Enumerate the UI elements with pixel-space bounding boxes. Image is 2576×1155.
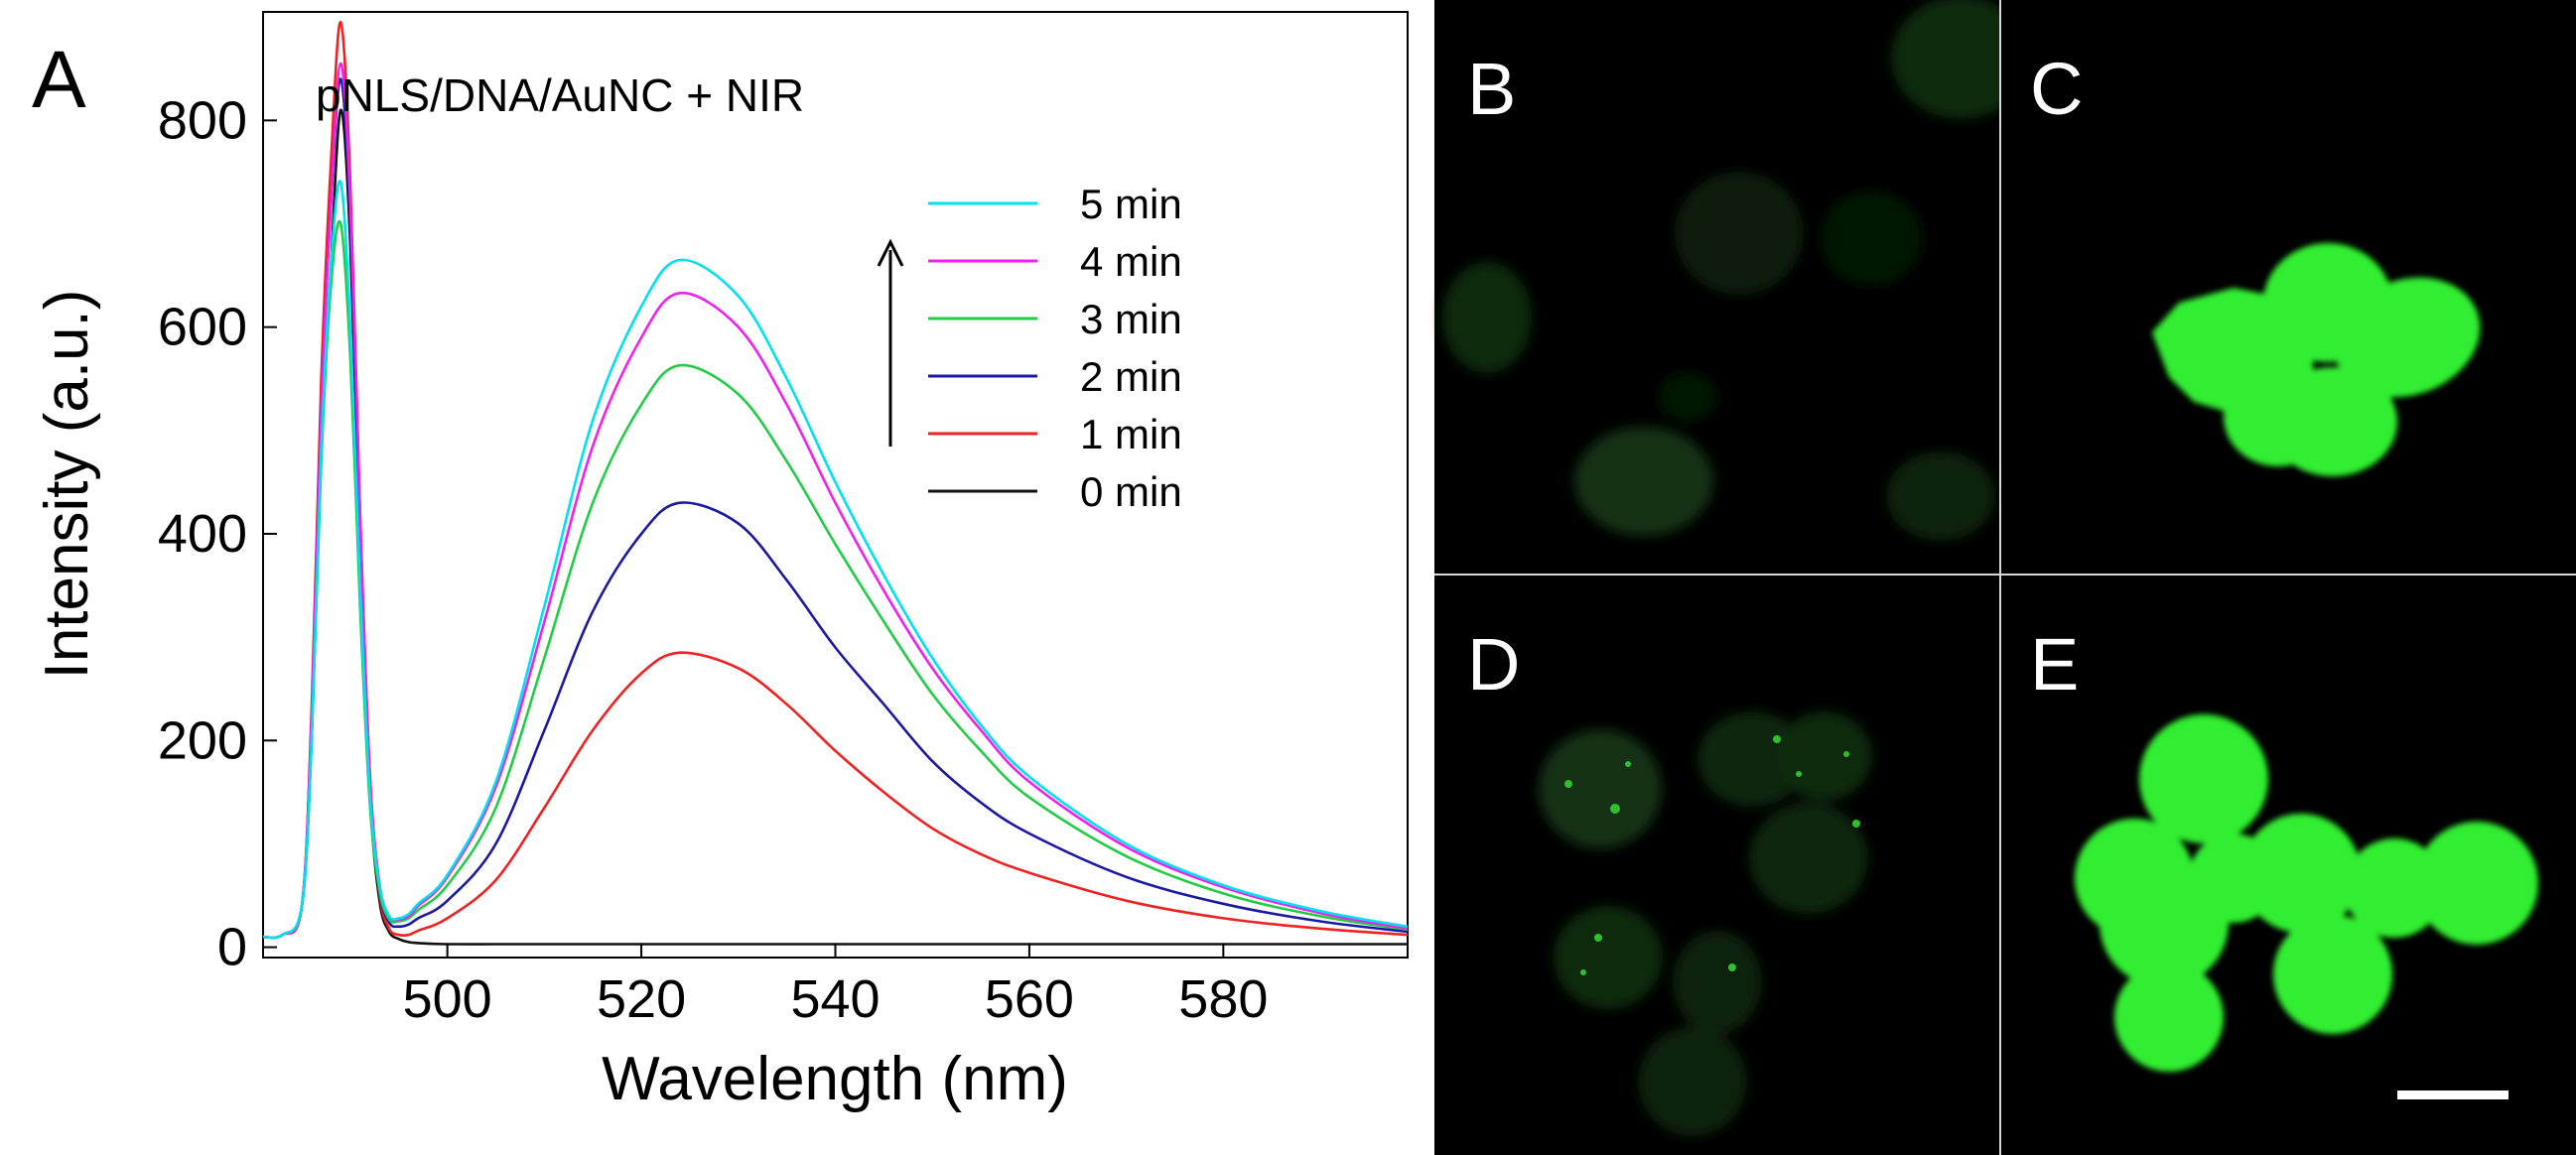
cell — [1673, 931, 1762, 1034]
cell — [2415, 822, 2538, 945]
cell — [1777, 711, 1872, 801]
cell-group-b — [1442, 0, 2030, 541]
y-axis: 0 200 400 600 800 — [158, 90, 277, 977]
micrograph-c: C — [2001, 0, 2576, 574]
cell — [2273, 915, 2392, 1034]
cell-group-d — [1539, 711, 1872, 1136]
y-tick-label: 800 — [158, 90, 247, 150]
micrograph-d: D — [1434, 576, 1999, 1155]
cell — [1658, 372, 1717, 422]
cell — [2114, 962, 2224, 1072]
legend-label: 2 min — [1080, 353, 1182, 400]
cell — [2241, 814, 2361, 933]
cell — [1697, 711, 1807, 807]
micrograph-b: B — [1434, 0, 2030, 574]
panel-label-c: C — [2030, 48, 2083, 130]
cell — [1749, 803, 1868, 914]
y-tick-label: 0 — [217, 918, 247, 977]
micrograph-e: E — [2001, 576, 2576, 1155]
cell-group-e — [2075, 714, 2538, 1072]
cell — [2268, 367, 2397, 476]
legend: 5 min 4 min 3 min 2 min 1 min 0 min — [928, 181, 1182, 515]
cell — [1554, 906, 1663, 1009]
cell — [1539, 729, 1662, 848]
x-tick-label: 520 — [597, 969, 686, 1029]
chart-panel-a: 500 520 540 560 580 0 200 400 600 800 A pNLS/DNA… — [32, 11, 1409, 1113]
scale-bar — [2397, 1091, 2508, 1099]
y-tick-label: 400 — [158, 504, 247, 564]
legend-label: 3 min — [1080, 296, 1182, 342]
x-tick-label: 540 — [790, 969, 880, 1029]
legend-label: 0 min — [1080, 468, 1182, 515]
cell-group-c — [2152, 243, 2481, 476]
cell — [1891, 0, 2030, 119]
y-axis-label: Intensity (a.u.) — [33, 290, 101, 680]
cell — [1886, 451, 1995, 541]
cell — [1675, 172, 1804, 295]
increase-arrow — [877, 238, 904, 447]
series-layer — [262, 21, 1409, 946]
x-axis-label: Wavelength (nm) — [602, 1045, 1068, 1113]
x-tick-label: 580 — [1178, 969, 1268, 1029]
panel-label-e: E — [2030, 623, 2079, 706]
series-line — [262, 180, 1409, 940]
legend-label: 4 min — [1080, 238, 1182, 285]
cell — [1574, 427, 1713, 536]
cell — [1442, 262, 1532, 373]
x-axis: 500 520 540 560 580 — [403, 944, 1268, 1029]
series-line — [262, 21, 1409, 940]
x-tick-label: 560 — [985, 969, 1074, 1029]
cell — [1820, 191, 1923, 286]
cell — [2334, 277, 2481, 398]
legend-label: 5 min — [1080, 181, 1182, 227]
speckles-d — [1564, 735, 1860, 975]
cell — [2139, 714, 2268, 843]
panel-label-b: B — [1467, 48, 1516, 130]
chart-title: pNLS/DNA/AuNC + NIR — [316, 69, 804, 121]
x-tick-label: 500 — [403, 969, 492, 1029]
cell — [1638, 1027, 1747, 1136]
y-tick-label: 200 — [158, 710, 247, 770]
y-tick-label: 600 — [158, 298, 247, 357]
panel-label-d: D — [1467, 623, 1520, 706]
legend-label: 1 min — [1080, 411, 1182, 457]
panel-label-a: A — [32, 35, 86, 125]
